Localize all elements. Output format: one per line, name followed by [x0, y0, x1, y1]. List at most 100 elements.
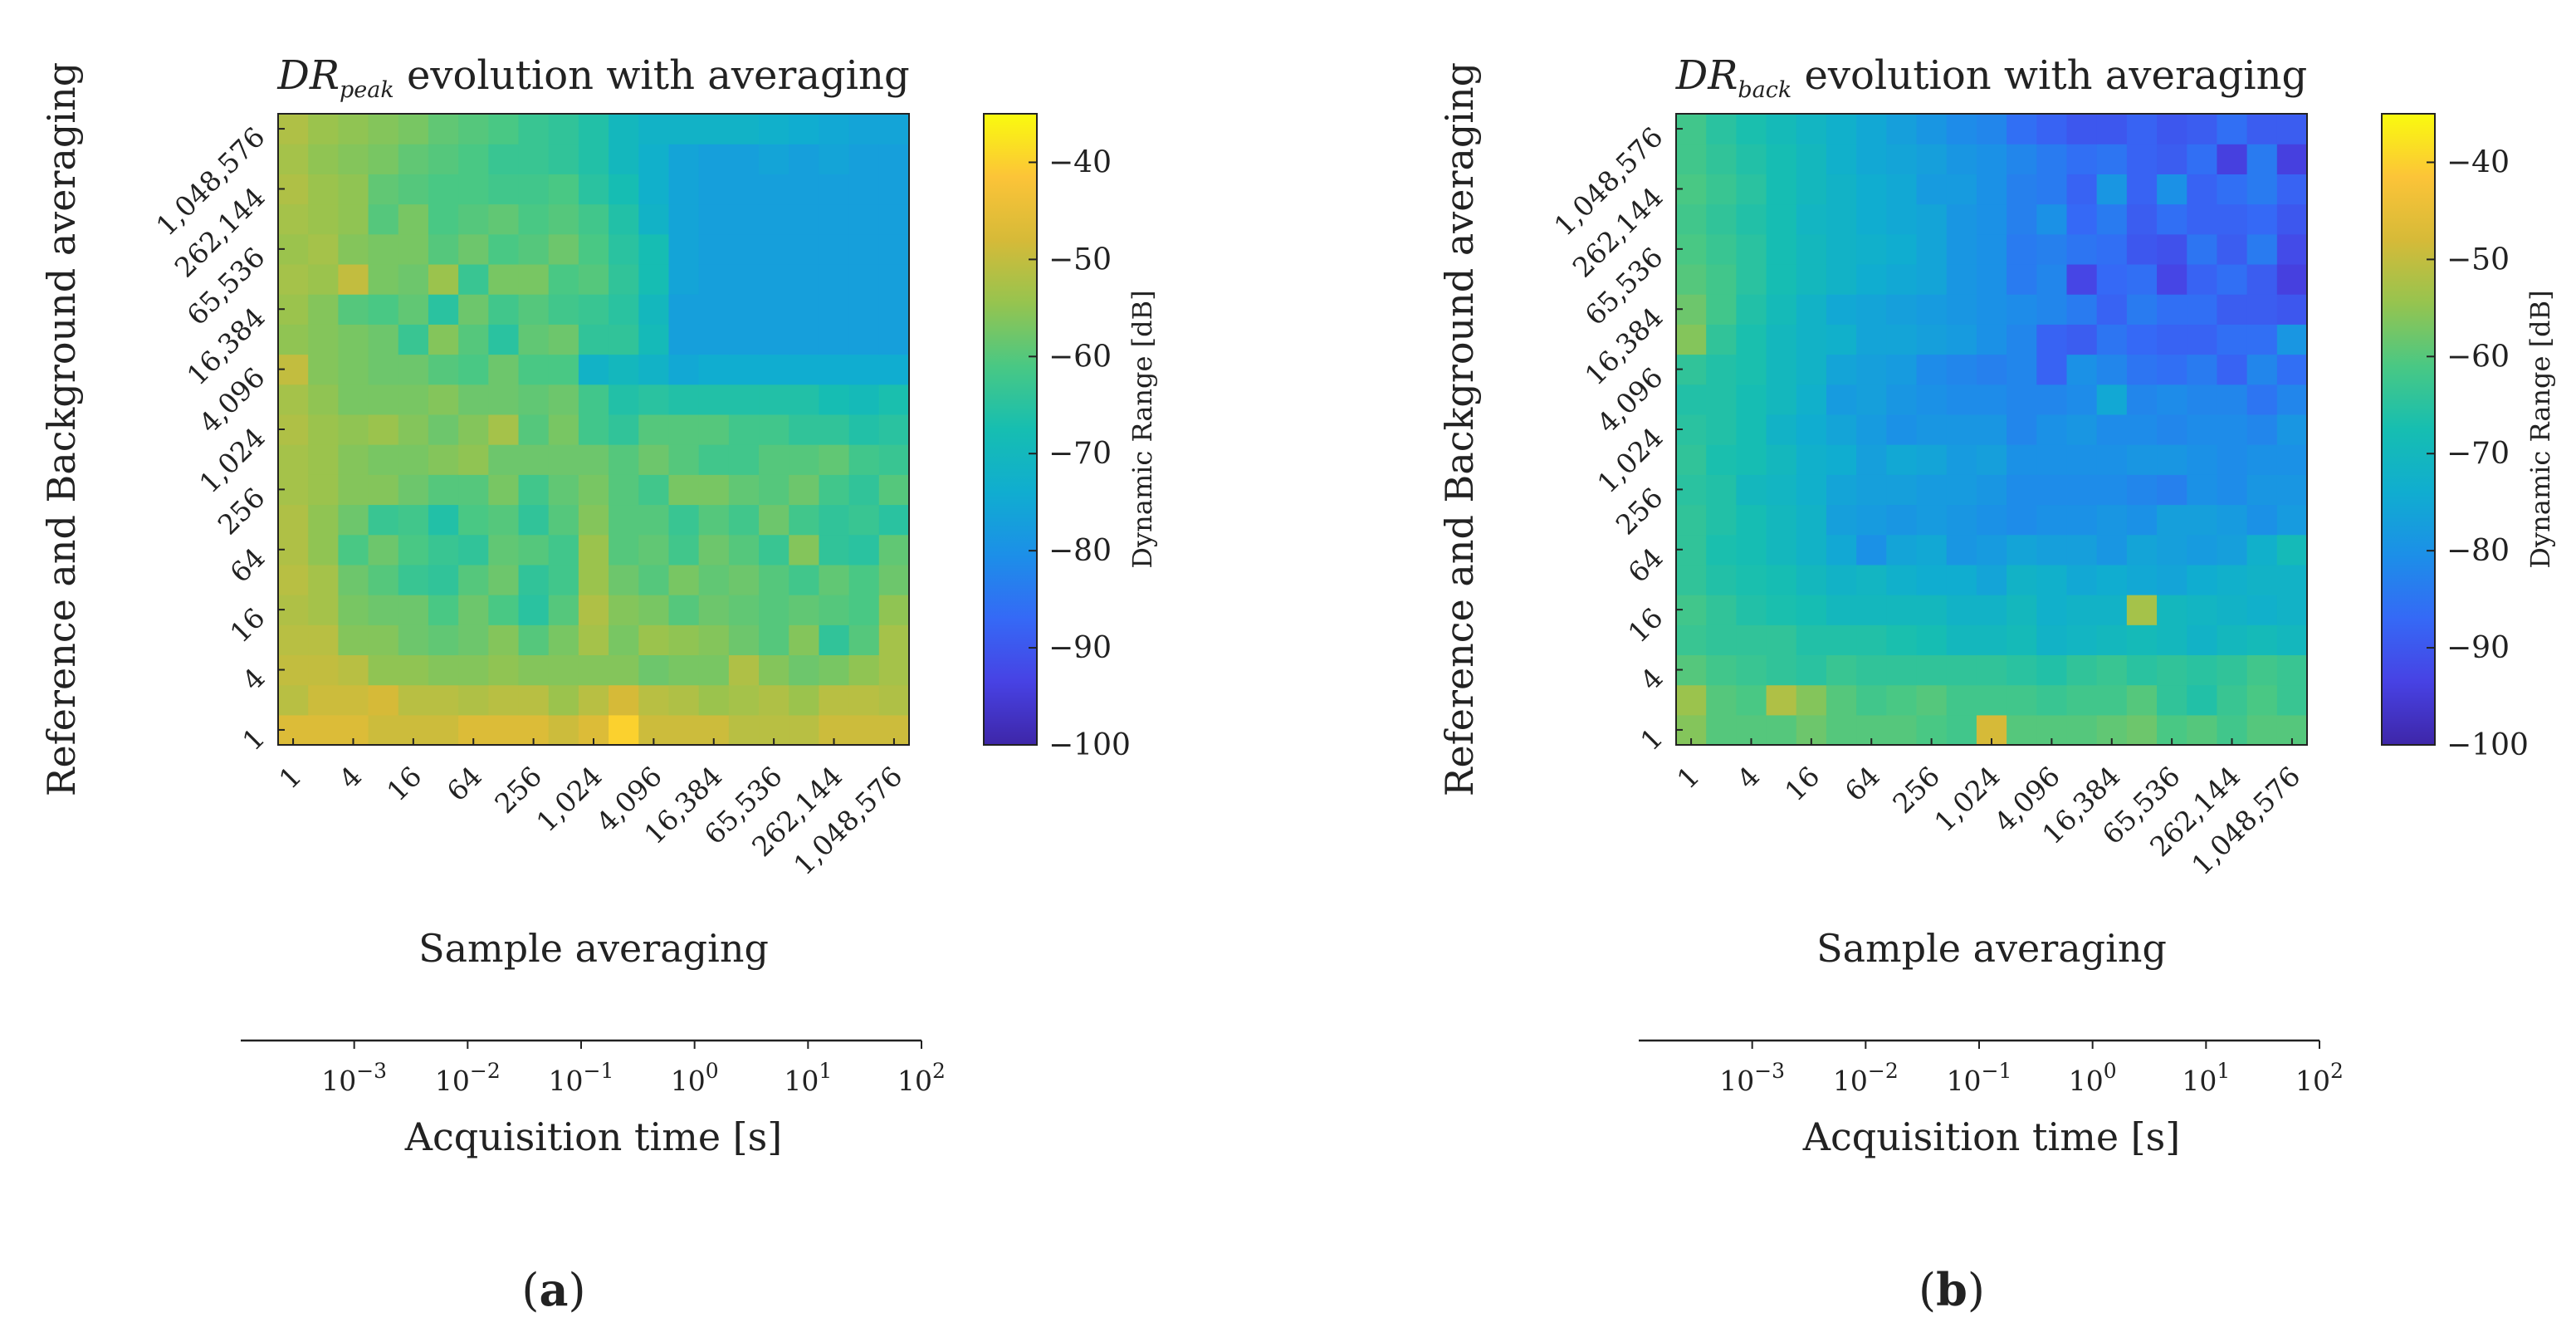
heatmap-cell — [2126, 354, 2158, 385]
colorbar-tick-label: −60 — [1048, 340, 1112, 374]
heatmap-cell — [428, 294, 459, 325]
heatmap-cell — [278, 684, 309, 716]
heatmap-cell — [1796, 595, 1827, 625]
heatmap-cell — [398, 203, 429, 235]
heatmap-cell — [578, 444, 609, 475]
heatmap-cell — [1736, 564, 1767, 595]
heatmap-cell — [518, 414, 550, 445]
heatmap-cell — [428, 233, 459, 265]
colorbar-tick-label: −100 — [1048, 728, 1131, 762]
heatmap-cell — [1856, 384, 1887, 415]
heatmap-cell — [2036, 324, 2068, 355]
heatmap-cells — [278, 114, 910, 746]
heatmap-cell — [2036, 564, 2068, 595]
heatmap-cell — [1706, 564, 1737, 595]
heatmap-cell — [2217, 414, 2248, 445]
heatmap-cell — [2007, 384, 2037, 415]
heatmap-cell — [2246, 294, 2278, 325]
heatmap-cell — [548, 233, 579, 265]
heatmap-cell — [668, 504, 700, 536]
heatmap-cell — [638, 414, 670, 445]
heatmap-cell — [1856, 324, 1887, 355]
heatmap-cell — [1976, 534, 2007, 566]
heatmap-cell — [458, 114, 489, 144]
heatmap-cell — [338, 203, 369, 235]
heatmap-cell — [398, 534, 429, 566]
heatmap-cell — [2126, 534, 2158, 566]
colorbar-title: Dynamic Range [dB] — [2525, 290, 2556, 568]
time-axis-title: Acquisition time [s] — [404, 1114, 782, 1159]
heatmap-cell — [2007, 564, 2037, 595]
heatmap-cell — [638, 114, 670, 144]
heatmap-cell — [1856, 474, 1887, 506]
heatmap-cell — [698, 324, 730, 355]
heatmap-cell — [878, 294, 910, 325]
heatmap-cell — [819, 174, 850, 205]
heatmap-cell — [1826, 564, 1857, 595]
heatmap-cell — [458, 595, 489, 625]
heatmap-cell — [848, 294, 880, 325]
heatmap-cell — [308, 324, 339, 355]
heatmap-cell — [2157, 444, 2187, 475]
heatmap-cell — [668, 414, 700, 445]
heatmap-cell — [278, 564, 309, 595]
heatmap-cell — [2276, 354, 2308, 385]
heatmap-cell — [1736, 504, 1767, 536]
heatmap-cell — [2276, 684, 2308, 716]
heatmap-cell — [728, 174, 760, 205]
heatmap-cell — [609, 114, 639, 144]
heatmap-cell — [1976, 624, 2007, 656]
heatmap-cell — [1946, 474, 1977, 506]
heatmap-cell — [1736, 144, 1767, 174]
heatmap-cell — [518, 114, 550, 144]
heatmap-cell — [308, 144, 339, 174]
heatmap-cell — [1976, 595, 2007, 625]
heatmap-cell — [2126, 684, 2158, 716]
heatmap-cell — [2246, 414, 2278, 445]
heatmap-cell — [1916, 504, 1948, 536]
heatmap-cell — [789, 174, 820, 205]
heatmap-cell — [1826, 233, 1857, 265]
heatmap-cell — [1916, 203, 1948, 235]
heatmap-cell — [668, 203, 700, 235]
heatmap-cell — [2246, 624, 2278, 656]
heatmap-cell — [1796, 233, 1827, 265]
panel-label-letter: b — [1936, 1263, 1967, 1316]
heatmap-cell — [578, 474, 609, 506]
heatmap-cell — [308, 684, 339, 716]
heatmap-cell — [638, 203, 670, 235]
heatmap-cell — [819, 504, 850, 536]
heatmap-cell — [789, 474, 820, 506]
time-tick-exponent: −2 — [470, 1059, 501, 1083]
heatmap-cell — [548, 144, 579, 174]
colorbar-tick-label: −100 — [2446, 728, 2529, 762]
heatmap-cell — [1856, 654, 1887, 686]
heatmap-cell — [1856, 595, 1887, 625]
heatmap-cell — [488, 444, 520, 475]
heatmap-cell — [548, 624, 579, 656]
heatmap-cell — [1886, 384, 1918, 415]
heatmap-cell — [878, 654, 910, 686]
colorbar-tick-label: −60 — [2446, 340, 2510, 374]
heatmap-cell — [638, 174, 670, 205]
heatmap-cell — [2187, 564, 2218, 595]
heatmap-cell — [609, 233, 639, 265]
heatmap-cell — [2126, 174, 2158, 205]
heatmap-cell — [308, 624, 339, 656]
heatmap-cell — [1916, 174, 1948, 205]
heatmap-cell — [578, 595, 609, 625]
heatmap-cell — [2187, 263, 2218, 295]
heatmap-cell — [368, 684, 399, 716]
heatmap-cell — [1766, 174, 1797, 205]
heatmap-cell — [789, 684, 820, 716]
heatmap-cell — [578, 263, 609, 295]
heatmap-cell — [1826, 203, 1857, 235]
heatmap-cell — [428, 263, 459, 295]
heatmap-cell — [2066, 203, 2098, 235]
heatmap-cell — [1736, 174, 1767, 205]
time-tick-base: 10 — [2069, 1065, 2104, 1097]
time-tick-label: 10−3 — [1719, 1059, 1785, 1097]
heatmap-cell — [2157, 233, 2187, 265]
colorbar-tick-label: −70 — [1048, 437, 1112, 471]
heatmap-cell — [609, 534, 639, 566]
